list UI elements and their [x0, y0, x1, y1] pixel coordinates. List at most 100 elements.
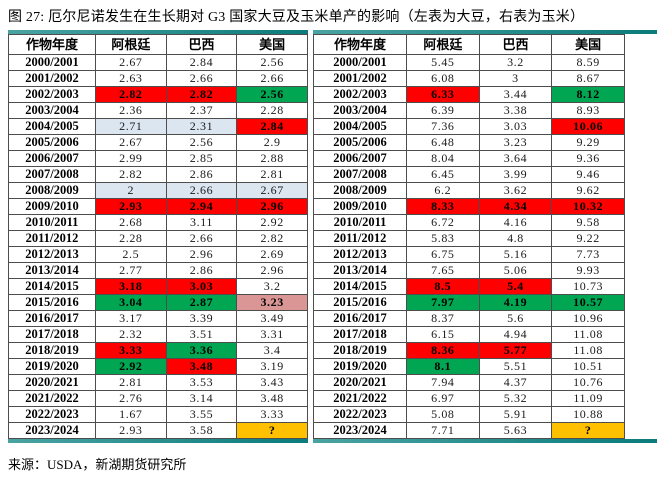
- value-cell: 4.94: [478, 326, 553, 343]
- value-cell: ?: [551, 422, 625, 439]
- table-row: 2006/2007 8.04 3.64 9.36: [313, 150, 625, 167]
- year-cell: 2019/2020: [313, 358, 407, 375]
- year-cell: 2005/2006: [313, 134, 407, 151]
- table-row: 2002/2003 2.82 2.82 2.56: [8, 86, 308, 103]
- corn-table-block: 作物年度 阿根廷 巴西 美国 2000/2001 5.45 3.2 8.59 2001/2002…: [313, 30, 657, 443]
- value-cell: 2.76: [95, 390, 167, 407]
- value-cell: 10.76: [551, 374, 625, 391]
- table-row: 2005/2006 2.67 2.56 2.9: [8, 134, 308, 151]
- value-cell: 3.49: [236, 310, 308, 327]
- value-cell: 3.31: [236, 326, 308, 343]
- value-cell: 3.99: [478, 166, 553, 183]
- value-cell: 10.73: [551, 278, 625, 295]
- value-cell: 2.81: [236, 166, 308, 183]
- year-cell: 2023/2024: [313, 422, 407, 439]
- year-cell: 2000/2001: [313, 54, 407, 71]
- value-cell: 2.96: [236, 262, 308, 279]
- year-cell: 2019/2020: [8, 358, 96, 375]
- year-cell: 2020/2021: [313, 374, 407, 391]
- table-header-row: 作物年度 阿根廷 巴西 美国: [313, 34, 625, 55]
- year-cell: 2016/2017: [8, 310, 96, 327]
- table-row: 2010/2011 2.68 3.11 2.92: [8, 214, 308, 231]
- year-cell: 2014/2015: [313, 278, 407, 295]
- year-cell: 2020/2021: [8, 374, 96, 391]
- value-cell: 3.44: [478, 86, 553, 103]
- table-row: 2003/2004 6.39 3.38 8.93: [313, 102, 625, 119]
- value-cell: 4.8: [478, 230, 553, 247]
- value-cell: 3.38: [478, 102, 553, 119]
- value-cell: 10.06: [551, 118, 625, 135]
- teal-rule-bottom-left: [8, 439, 308, 443]
- value-cell: 11.09: [551, 390, 625, 407]
- value-cell: 2.5: [95, 246, 167, 263]
- value-cell: 6.45: [406, 166, 480, 183]
- header-cell: 美国: [236, 34, 308, 55]
- value-cell: 3.23: [478, 134, 553, 151]
- value-cell: 10.96: [551, 310, 625, 327]
- value-cell: 8.67: [551, 70, 625, 87]
- value-cell: 4.34: [478, 198, 553, 215]
- year-cell: 2017/2018: [313, 326, 407, 343]
- header-cell: 阿根廷: [95, 34, 167, 55]
- value-cell: 2.81: [95, 374, 167, 391]
- value-cell: 8.37: [406, 310, 480, 327]
- header-cell: 巴西: [165, 34, 238, 55]
- value-cell: 7.97: [406, 294, 480, 311]
- value-cell: 5.06: [478, 262, 553, 279]
- value-cell: 3.43: [236, 374, 308, 391]
- value-cell: 2.67: [95, 134, 167, 151]
- value-cell: 5.51: [478, 358, 553, 375]
- value-cell: 7.73: [551, 246, 625, 263]
- value-cell: 8.12: [551, 86, 625, 103]
- table-row: 2012/2013 6.75 5.16 7.73: [313, 246, 625, 263]
- table-row: 2010/2011 6.72 4.16 9.58: [313, 214, 625, 231]
- year-cell: 2001/2002: [8, 70, 96, 87]
- value-cell: 2.88: [236, 150, 308, 167]
- value-cell: 9.46: [551, 166, 625, 183]
- table-row: 2016/2017 3.17 3.39 3.49: [8, 310, 308, 327]
- value-cell: 2.28: [236, 102, 308, 119]
- table-row: 2002/2003 6.33 3.44 8.12: [313, 86, 625, 103]
- value-cell: 10.51: [551, 358, 625, 375]
- value-cell: 3.14: [165, 390, 238, 407]
- value-cell: 2.82: [236, 230, 308, 247]
- value-cell: 2.32: [95, 326, 167, 343]
- value-cell: 8.04: [406, 150, 480, 167]
- table-row: 2015/2016 3.04 2.87 3.23: [8, 294, 308, 311]
- value-cell: 8.36: [406, 342, 480, 359]
- table-row: 2018/2019 8.36 5.77 11.08: [313, 342, 625, 359]
- value-cell: 5.77: [478, 342, 553, 359]
- year-cell: 2010/2011: [313, 214, 407, 231]
- value-cell: 3.51: [165, 326, 238, 343]
- year-cell: 2016/2017: [313, 310, 407, 327]
- value-cell: 2.56: [236, 54, 308, 71]
- value-cell: 9.62: [551, 182, 625, 199]
- year-cell: 2021/2022: [8, 390, 96, 407]
- value-cell: 11.08: [551, 326, 625, 343]
- header-cell: 巴西: [478, 34, 553, 55]
- table-row: 2020/2021 7.94 4.37 10.76: [313, 374, 625, 391]
- value-cell: 5.91: [478, 406, 553, 423]
- value-cell: ?: [236, 422, 308, 439]
- value-cell: 7.36: [406, 118, 480, 135]
- value-cell: 9.29: [551, 134, 625, 151]
- table-row: 2007/2008 2.82 2.86 2.81: [8, 166, 308, 183]
- value-cell: 2.9: [236, 134, 308, 151]
- value-cell: 6.15: [406, 326, 480, 343]
- value-cell: 11.08: [551, 342, 625, 359]
- table-row: 2023/2024 7.71 5.63?: [313, 422, 625, 439]
- value-cell: 3.03: [165, 278, 238, 295]
- value-cell: 2.66: [165, 182, 238, 199]
- corn-yield-table: 作物年度 阿根廷 巴西 美国 2000/2001 5.45 3.2 8.59 2001/2002…: [313, 34, 625, 439]
- year-cell: 2002/2003: [313, 86, 407, 103]
- year-cell: 2011/2012: [313, 230, 407, 247]
- value-cell: 3.03: [478, 118, 553, 135]
- value-cell: 3.4: [236, 342, 308, 359]
- table-row: 2017/2018 2.32 3.51 3.31: [8, 326, 308, 343]
- value-cell: 7.71: [406, 422, 480, 439]
- value-cell: 2.82: [95, 86, 167, 103]
- value-cell: 6.97: [406, 390, 480, 407]
- teal-rule-top-right: [313, 30, 657, 34]
- value-cell: 10.88: [551, 406, 625, 423]
- value-cell: 2.96: [236, 198, 308, 215]
